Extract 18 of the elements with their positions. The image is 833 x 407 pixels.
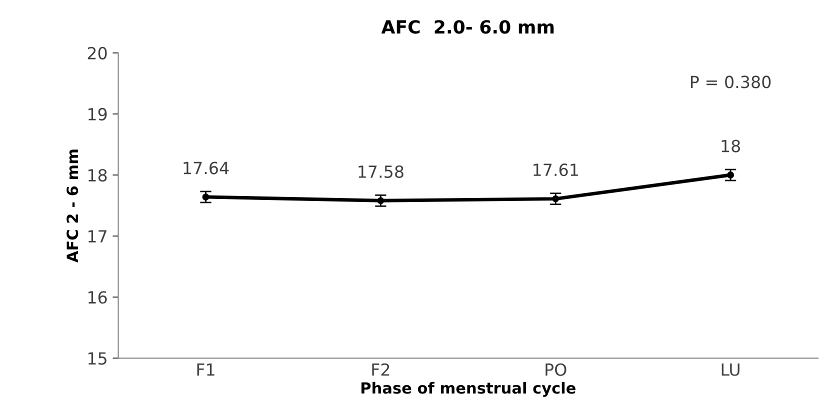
chart-title: AFC 2.0- 6.0 mm <box>381 20 554 34</box>
y-tick-label: 19 <box>88 108 107 121</box>
x-tick-label: PO <box>546 363 566 376</box>
y-tick-label: 15 <box>88 352 106 365</box>
annotation: P = 0.380 <box>691 76 771 88</box>
x-axis-title: Phase of menstrual cycle <box>361 382 576 397</box>
y-tick-label: 17 <box>88 230 106 242</box>
x-tick-label: F1 <box>197 364 214 376</box>
data-label: 18 <box>722 140 740 152</box>
data-label: 17.64 <box>184 162 229 174</box>
y-tick-label: 20 <box>88 46 107 60</box>
y-tick-label: 16 <box>88 291 107 304</box>
y-axis-title: AFC 2 - 6 mm <box>66 150 78 263</box>
x-tick-label: F2 <box>372 363 390 376</box>
data-label: 17.61 <box>534 164 578 176</box>
x-tick-label: LU <box>722 364 740 376</box>
data-label: 17.58 <box>358 165 404 178</box>
y-tick-label: 18 <box>88 168 107 182</box>
